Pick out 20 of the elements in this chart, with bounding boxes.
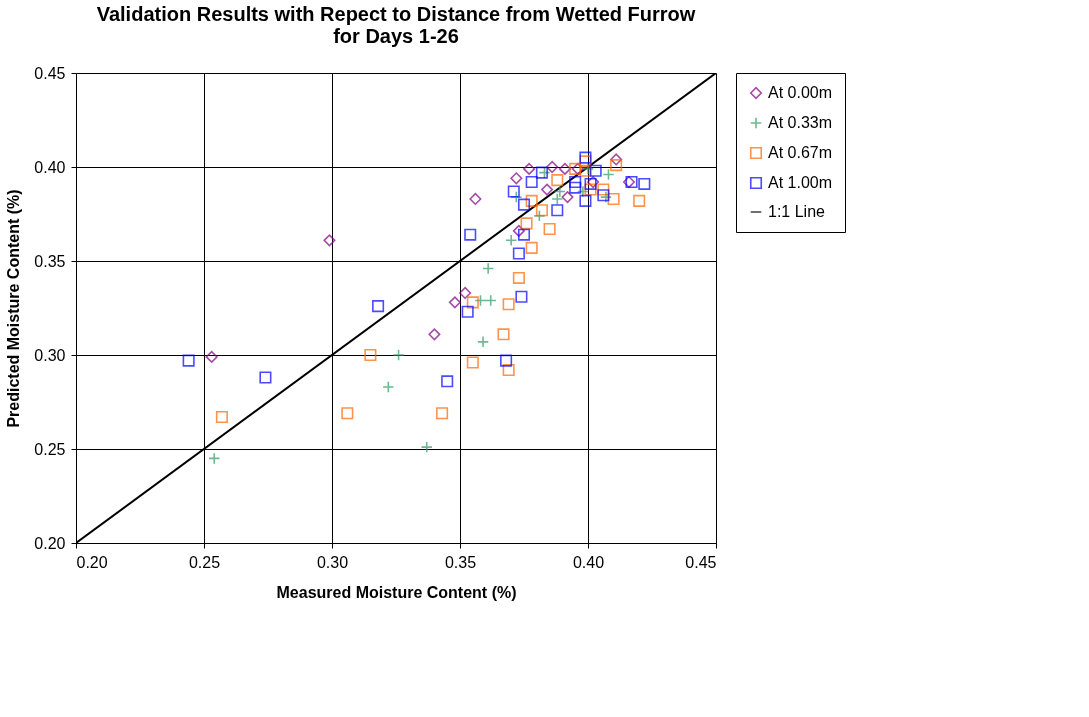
y-tick-label: 0.45 — [34, 64, 66, 82]
y-tick-label: 0.20 — [34, 534, 66, 552]
x-tick-label: 0.45 — [685, 553, 717, 571]
legend-label: At 1.00m — [768, 174, 833, 191]
x-tick-label: 0.20 — [76, 553, 108, 571]
y-tick-label: 0.40 — [34, 158, 66, 176]
x-axis-title: Measured Moisture Content (%) — [276, 583, 517, 601]
legend-label: 1:1 Line — [768, 203, 826, 220]
y-tick-label: 0.25 — [34, 440, 66, 458]
chart-title: Validation Results with Repect to Distance from Wetted Furrow for Days 1-26 — [96, 3, 696, 47]
legend-label: At 0.00m — [768, 84, 833, 101]
legend-label: At 0.67m — [768, 144, 833, 161]
y-tick-label: 0.35 — [34, 252, 66, 270]
x-tick-label: 0.35 — [444, 553, 477, 571]
y-tick-label: 0.30 — [34, 346, 66, 364]
x-tick-label: 0.30 — [316, 553, 349, 571]
legend-label: At 0.33m — [768, 114, 833, 131]
y-axis-title: Predicted Moisture Content (%) — [5, 189, 23, 428]
x-tick-label: 0.25 — [188, 553, 221, 571]
x-tick-label: 0.40 — [572, 553, 605, 571]
